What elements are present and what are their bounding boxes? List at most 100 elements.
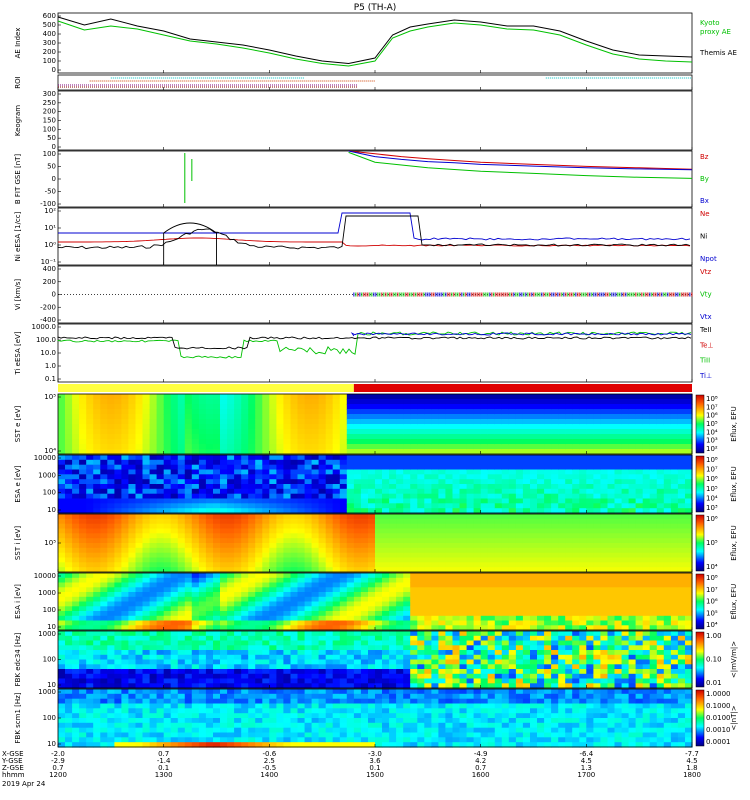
heatmap-cell [473,474,482,480]
heatmap-cell [572,444,580,450]
heatmap-cell [579,498,587,504]
heatmap-cell [262,439,270,445]
heatmap-cell [677,498,686,504]
heatmap-cell [473,552,482,559]
heatmap-cell [410,429,418,435]
heatmap-cell [663,625,672,631]
heatmap-cell [191,429,200,435]
heatmap-cell [311,449,320,455]
heatmap-cell [100,683,108,689]
heatmap-cell [121,678,129,684]
heatmap-cell [382,543,390,549]
heatmap-cell [234,538,242,544]
heatmap-cell [593,543,601,549]
heatmap-cell [621,459,630,466]
heatmap-cell [628,459,637,466]
heatmap-cell [255,592,263,598]
heatmap-cell [276,673,284,680]
heatmap-cell [445,429,453,435]
heatmap-cell [191,552,200,559]
heatmap-cell [677,419,686,425]
heatmap-cell [537,518,545,525]
heatmap-cell [121,439,129,445]
heatmap-cell [248,669,256,675]
heatmap-cell [586,582,594,588]
heatmap-cell [72,582,80,588]
heatmap-cell [79,659,87,665]
heatmap-cell [346,404,355,410]
heatmap-cell [459,538,468,544]
heatmap-cell [86,606,94,612]
heatmap-cell [649,493,658,500]
heatmap-cell [607,503,616,509]
heatmap-cell [508,538,517,544]
heatmap-cell [452,533,461,539]
heatmap-cell [607,606,616,612]
heatmap-cell [466,469,475,475]
heatmap-cell [431,488,439,495]
heatmap-cell [346,631,355,637]
heatmap-cell [417,533,425,539]
heatmap-cell [227,592,235,598]
heatmap-cell [283,567,291,573]
heatmap-cell [128,424,136,430]
heatmap-cell [600,523,608,530]
heatmap-cell [297,518,306,525]
heatmap-cell [135,659,144,665]
heatmap-cell [107,434,115,440]
y-tick-label: -100 [40,200,56,208]
heatmap-cell [382,429,390,435]
heatmap-cell [656,404,665,410]
heatmap-cell [248,620,256,626]
heatmap-cell [480,567,489,573]
heatmap-cell [142,434,151,440]
heatmap-cell [417,498,425,504]
heatmap-cell [537,424,545,430]
heatmap-cell [142,664,151,670]
heatmap-cell [191,455,200,461]
heatmap-cell [544,538,552,544]
heatmap-cell [685,514,693,520]
heatmap-cell [283,399,291,405]
heatmap-cell [149,567,158,573]
heatmap-cell [283,596,291,603]
heatmap-cell [593,394,601,400]
heatmap-cell [459,587,468,593]
heatmap-cell [248,631,256,637]
heatmap-cell [445,503,453,509]
heatmap-cell [100,533,108,539]
heatmap-cell [642,601,651,607]
heatmap-cell [325,484,334,490]
heatmap-cell [297,582,306,588]
heatmap-cell [685,611,693,617]
heatmap-cell [466,429,475,435]
heatmap-cell [297,645,306,651]
heatmap-cell [205,484,214,490]
heatmap-cell [544,557,552,563]
heatmap-cell [142,567,151,573]
heatmap-cell [410,562,418,568]
heatmap-cell [389,557,397,563]
heatmap-cell [304,650,313,656]
heatmap-cell [403,508,411,514]
heatmap-cell [325,503,334,509]
heatmap-cell [473,547,482,554]
heatmap-cell [297,439,306,445]
heatmap-cell [445,508,453,514]
heatmap-cell [480,399,489,405]
heatmap-cell [635,399,644,405]
heatmap-cell [114,567,122,573]
heatmap-cell [593,518,601,525]
heatmap-cell [501,625,510,631]
heatmap-cell [220,582,228,588]
heatmap-cell [346,394,355,400]
colorbar-tick-label: 10⁷ [706,586,718,594]
heatmap-cell [149,528,158,534]
heatmap-cell [269,606,277,612]
heatmap-cell [227,514,235,520]
heatmap-cell [628,557,637,563]
heatmap-cell [508,543,517,549]
heatmap-cell [572,479,580,485]
heatmap-cell [128,399,136,405]
heatmap-cell [473,528,482,534]
